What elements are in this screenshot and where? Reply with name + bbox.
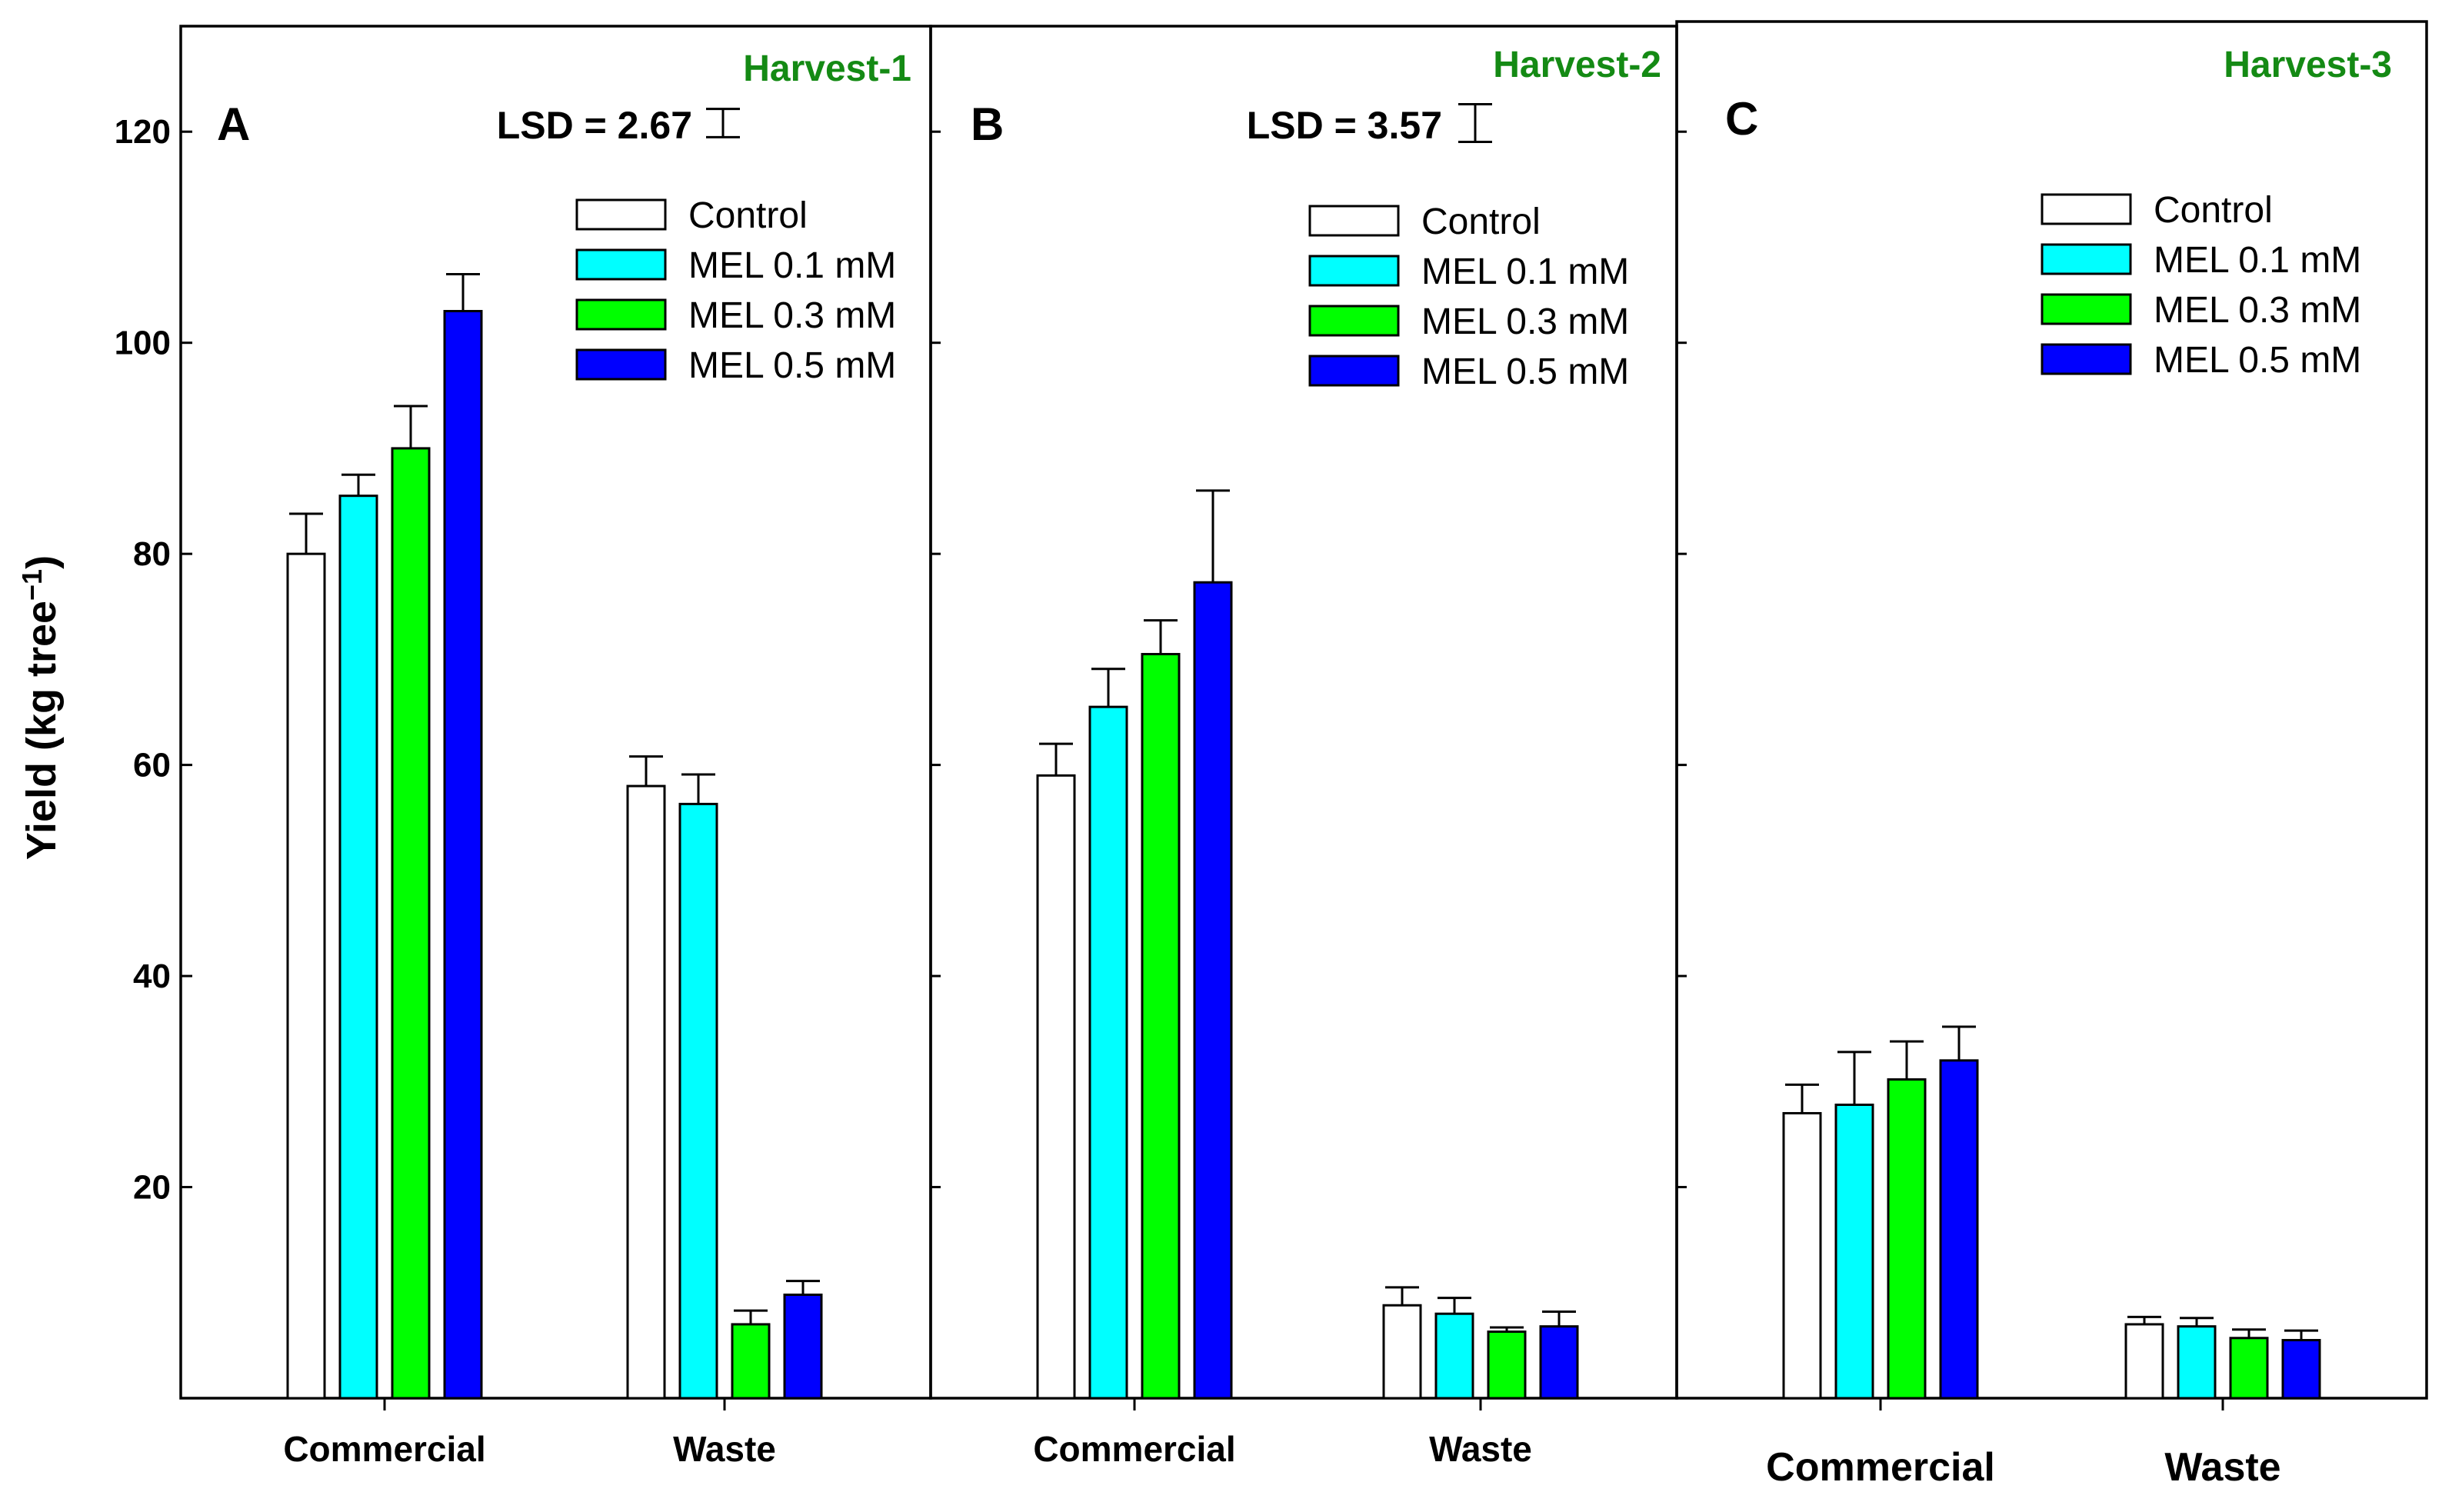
y-tick-label: 40	[133, 957, 171, 995]
bar-waste-2	[1434, 1312, 1474, 1400]
bar-commercial-1	[1782, 1111, 1822, 1400]
bar-commercial-2	[338, 495, 378, 1400]
panel-frame	[1675, 20, 2428, 1400]
bar-waste-3	[1487, 1330, 1527, 1400]
panel-a: Commercial Waste A Harvest-1 LSD = 2.67 Contr…	[179, 25, 932, 1469]
legend-swatch	[575, 198, 667, 231]
legend-label: Control	[688, 195, 808, 236]
legend-label: MEL 0.1 mM	[688, 245, 896, 286]
bar-waste-3	[2229, 1337, 2269, 1400]
panel-b: Commercial Waste B Harvest-2 LSD = 3.57 Contr…	[929, 25, 1678, 1469]
bar-commercial-2	[1088, 705, 1128, 1400]
bar-waste-3	[731, 1323, 771, 1400]
bar-commercial-1	[1036, 774, 1076, 1400]
legend-swatch	[2041, 343, 2132, 375]
legend-label: MEL 0.1 mM	[2154, 240, 2361, 281]
bar-waste-4	[1539, 1325, 1579, 1400]
legend: Control MEL 0.1 mM MEL 0.3 mM MEL 0.5 mM	[2041, 190, 2361, 381]
legend-label: Control	[2154, 190, 2273, 231]
bar-commercial-1	[286, 552, 326, 1400]
x-tick-label-waste: Waste	[1429, 1429, 1532, 1469]
legend-swatch	[2041, 193, 2132, 225]
bar-waste-4	[2281, 1339, 2321, 1400]
legend-swatch	[575, 298, 667, 331]
legend-swatch	[1308, 355, 1400, 387]
legend: Control MEL 0.1 mM MEL 0.3 mM MEL 0.5 mM	[575, 195, 896, 386]
legend-label: MEL 0.3 mM	[688, 295, 896, 336]
harvest-label: Harvest-2	[1493, 45, 1661, 85]
legend-swatch	[1308, 205, 1400, 237]
x-tick-label-waste: Waste	[2164, 1445, 2280, 1490]
legend: Control MEL 0.1 mM MEL 0.3 mM MEL 0.5 mM	[1308, 201, 1629, 392]
legend-swatch	[2041, 293, 2132, 325]
legend-label: MEL 0.5 mM	[1421, 351, 1629, 392]
legend-label: Control	[1421, 201, 1541, 242]
panel-letter: B	[971, 98, 1004, 150]
y-tick-label: 80	[133, 535, 171, 573]
legend-swatch	[1308, 255, 1400, 287]
x-tick-label-commercial: Commercial	[283, 1429, 485, 1469]
panel-letter: C	[1725, 93, 1758, 145]
harvest-label: Harvest-1	[743, 48, 911, 89]
legend-swatch	[575, 248, 667, 281]
bar-commercial-4	[1939, 1059, 1979, 1400]
y-tick-label: 120	[115, 113, 171, 151]
y-tick-label: 60	[133, 747, 171, 784]
y-tick-label: 100	[115, 325, 171, 362]
harvest-label: Harvest-3	[2224, 45, 2392, 85]
lsd-label: LSD = 3.57	[1247, 104, 1442, 147]
bar-waste-1	[626, 784, 666, 1400]
legend-swatch	[2041, 243, 2132, 275]
bar-commercial-3	[391, 447, 431, 1400]
panel-letter: A	[217, 98, 250, 150]
bar-commercial-3	[1141, 653, 1181, 1400]
bar-waste-2	[678, 802, 718, 1400]
legend-label: MEL 0.5 mM	[2154, 340, 2361, 381]
bar-waste-2	[2177, 1325, 2217, 1400]
legend-label: MEL 0.3 mM	[2154, 290, 2361, 331]
bar-waste-1	[1382, 1304, 1422, 1400]
x-tick-label-commercial: Commercial	[1766, 1445, 1995, 1490]
legend-swatch	[575, 348, 667, 381]
panel-c: Commercial Waste C Harvest-3 Control MEL 0.1 …	[1675, 20, 2428, 1490]
y-axis-title: Yield (kg tree−1)	[16, 555, 65, 860]
legend-label: MEL 0.1 mM	[1421, 251, 1629, 292]
bar-commercial-2	[1834, 1103, 1874, 1400]
bar-waste-4	[783, 1294, 823, 1400]
legend-label: MEL 0.5 mM	[688, 345, 896, 386]
legend-swatch	[1308, 305, 1400, 337]
x-tick-label-waste: Waste	[673, 1429, 776, 1469]
bar-commercial-3	[1887, 1078, 1927, 1400]
bar-commercial-4	[1193, 581, 1233, 1400]
legend-label: MEL 0.3 mM	[1421, 301, 1629, 342]
bar-commercial-4	[443, 310, 483, 1400]
bar-waste-1	[2124, 1323, 2164, 1400]
x-tick-label-commercial: Commercial	[1033, 1429, 1235, 1469]
lsd-label: LSD = 2.67	[497, 104, 692, 147]
y-tick-label: 20	[133, 1169, 171, 1207]
